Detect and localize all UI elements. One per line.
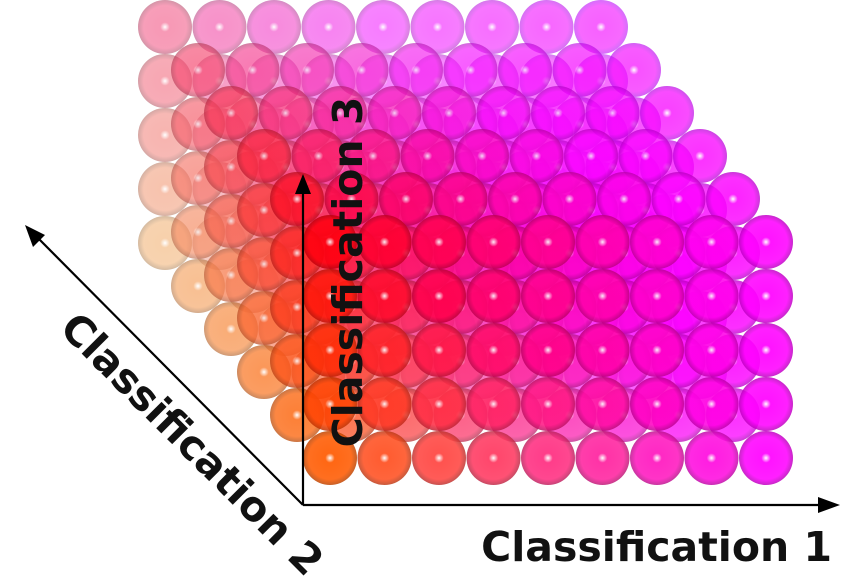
sphere: [357, 377, 412, 431]
sphere: [291, 129, 346, 183]
sphere: [412, 323, 466, 377]
axis-classification-3-arrowhead: [295, 174, 311, 194]
sphere: [630, 377, 684, 431]
sphere: [303, 377, 357, 431]
sphere: [509, 129, 564, 183]
sphere: [303, 431, 357, 485]
sphere: [684, 269, 739, 323]
sphere: [739, 323, 793, 377]
sphere: [739, 215, 793, 269]
axis-classification-2-arrowhead: [25, 225, 45, 247]
sphere: [575, 377, 630, 431]
sphere: [412, 431, 466, 485]
sphere: [651, 172, 706, 226]
sphere-lattice: [138, 0, 793, 485]
axes: [25, 174, 840, 513]
sphere: [334, 43, 389, 97]
sphere: [684, 323, 739, 377]
sphere: [630, 269, 684, 323]
sphere: [422, 86, 476, 140]
sphere: [564, 129, 618, 183]
sphere: [552, 43, 607, 97]
sphere: [270, 172, 324, 226]
sphere: [739, 377, 793, 431]
sphere: [356, 0, 410, 54]
sphere: [247, 0, 301, 54]
sphere: [389, 43, 443, 97]
sphere: [357, 431, 412, 485]
sphere: [466, 215, 521, 269]
sphere: [574, 0, 628, 54]
sphere: [684, 215, 739, 269]
sphere: [607, 43, 661, 97]
sphere: [630, 431, 684, 485]
sphere: [466, 323, 521, 377]
sphere: [575, 431, 630, 485]
sphere: [684, 431, 739, 485]
sphere: [466, 269, 521, 323]
sphere: [521, 377, 575, 431]
sphere: [575, 323, 630, 377]
sphere: [455, 129, 509, 183]
sphere: [433, 172, 488, 226]
sphere: [476, 86, 531, 140]
sphere: [410, 0, 465, 54]
sphere: [630, 215, 684, 269]
sphere: [597, 172, 651, 226]
sphere: [531, 86, 585, 140]
sphere: [204, 86, 258, 140]
sphere: [521, 269, 575, 323]
sphere: [412, 215, 466, 269]
sphere: [412, 269, 466, 323]
sphere: [303, 269, 357, 323]
sphere: [412, 377, 466, 431]
sphere: [400, 129, 455, 183]
axis-label-classification-1: Classification 1: [481, 523, 832, 571]
sphere: [171, 43, 225, 97]
sphere: [521, 323, 575, 377]
sphere: [301, 0, 356, 54]
sphere: [379, 172, 433, 226]
axis-classification-1-arrowhead: [818, 497, 840, 513]
sphere: [357, 215, 412, 269]
sphere: [488, 172, 542, 226]
sphere: [542, 172, 597, 226]
sphere: [521, 431, 575, 485]
sphere: [357, 323, 412, 377]
sphere: [575, 215, 630, 269]
sphere: [630, 323, 684, 377]
sphere: [640, 86, 694, 140]
axis-label-classification-3: Classification 3: [324, 97, 372, 448]
sphere: [575, 269, 630, 323]
sphere: [466, 431, 521, 485]
axis-classification-2: [33, 233, 304, 506]
sphere: [443, 43, 498, 97]
sphere: [673, 129, 727, 183]
sphere: [138, 0, 192, 54]
sphere: [237, 129, 291, 183]
sphere: [618, 129, 673, 183]
sphere: [303, 215, 357, 269]
sphere: [498, 43, 552, 97]
sphere: [367, 86, 422, 140]
sphere: [313, 86, 367, 140]
sphere: [258, 86, 313, 140]
sphere: [303, 323, 357, 377]
sphere: [324, 172, 379, 226]
sphere: [465, 0, 519, 54]
sphere: [706, 172, 760, 226]
sphere: [357, 269, 412, 323]
sphere: [521, 215, 575, 269]
sphere: [739, 431, 793, 485]
sphere: [225, 43, 280, 97]
sphere: [519, 0, 574, 54]
sphere: [192, 0, 247, 54]
sphere: [466, 377, 521, 431]
sphere: [346, 129, 400, 183]
sphere: [280, 43, 334, 97]
sphere: [739, 269, 793, 323]
sphere: [585, 86, 640, 140]
sphere: [684, 377, 739, 431]
